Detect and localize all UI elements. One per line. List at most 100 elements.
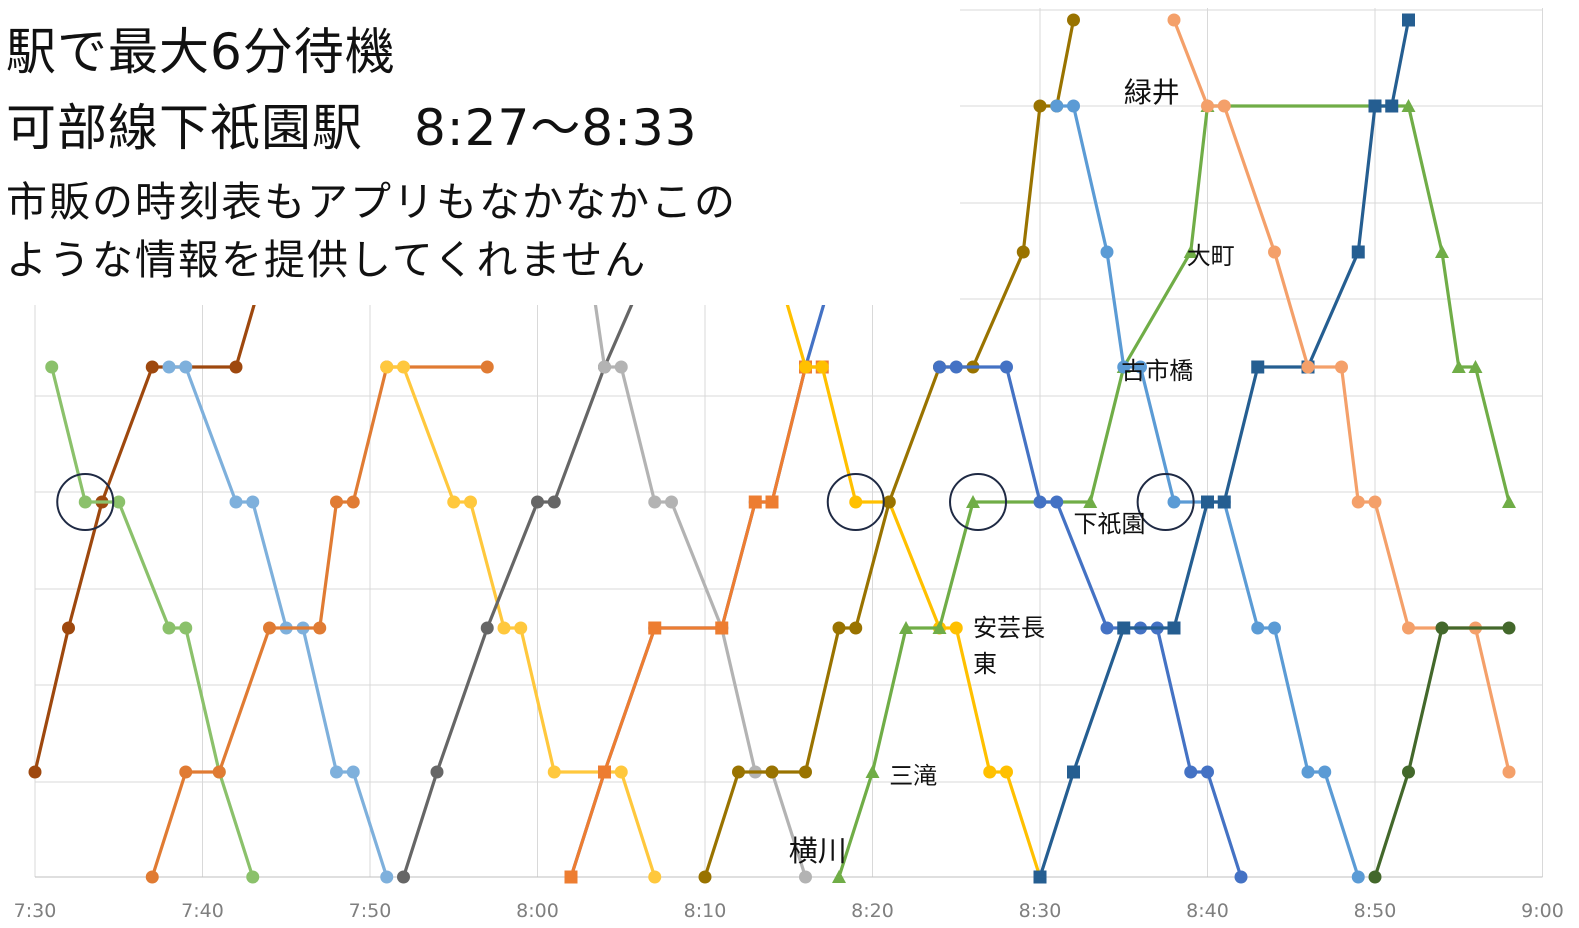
x-tick-label: 8:00 (516, 900, 559, 922)
data-point (849, 495, 863, 509)
x-tick-label: 8:20 (851, 900, 894, 922)
data-point (112, 495, 126, 509)
data-point (933, 360, 946, 374)
data-point (1134, 360, 1147, 374)
data-point (78, 495, 92, 509)
x-tick-label: 7:50 (349, 900, 392, 922)
data-point (1201, 495, 1214, 509)
series-16 (1167, 13, 1516, 779)
data-point (1067, 99, 1080, 113)
data-point (1117, 621, 1131, 635)
data-point (229, 495, 243, 509)
wait-highlight-layer (56, 473, 1195, 531)
data-point (547, 495, 561, 509)
data-point (547, 765, 561, 779)
data-point (1351, 870, 1365, 884)
series-line (401, 251, 657, 878)
data-point (1368, 495, 1382, 509)
data-point (1402, 621, 1415, 635)
x-tick-labels: 7:30 7:40 7:50 8:00 8:10 8:20 8:30 8:40 8:50 9:00 (14, 900, 1564, 922)
data-point (1184, 765, 1198, 779)
data-point (497, 621, 511, 635)
data-point (330, 765, 343, 779)
station-label: 三滝 (889, 762, 937, 790)
chart-title-line-3: 市販の時刻表もアプリもなかなかこの (6, 178, 737, 226)
data-point (145, 870, 159, 884)
data-point (1502, 495, 1516, 508)
data-point (1368, 99, 1382, 113)
wait-highlight-circle (826, 473, 885, 531)
data-point (1167, 621, 1181, 635)
data-point (1402, 765, 1415, 779)
data-point (162, 360, 176, 374)
series-1 (28, 245, 276, 779)
data-point (397, 870, 410, 884)
data-point (162, 621, 176, 635)
x-tick-label: 8:10 (684, 900, 727, 922)
data-point (145, 360, 159, 374)
series-4 (145, 360, 494, 884)
series-17 (1368, 621, 1516, 884)
station-label-line-2: 東 (973, 650, 997, 678)
data-point (1201, 99, 1214, 113)
data-point (1033, 99, 1047, 113)
data-point (899, 621, 913, 634)
series-line (1373, 626, 1509, 878)
station-label: 大町 (1187, 242, 1235, 270)
data-point (614, 765, 628, 779)
data-point (648, 621, 662, 635)
data-point (799, 765, 812, 779)
data-point (1100, 245, 1114, 259)
series-10 (765, 245, 1047, 884)
data-point (1167, 495, 1181, 509)
data-point (1201, 765, 1214, 779)
x-tick-label: 9:00 (1521, 900, 1564, 922)
series-6 (397, 245, 662, 884)
data-point (815, 360, 829, 374)
data-point (45, 360, 59, 374)
data-point (1351, 495, 1365, 509)
data-point (598, 765, 611, 779)
series-3 (162, 360, 394, 884)
data-point (28, 765, 42, 779)
data-point (179, 621, 193, 635)
series-line (770, 251, 1042, 878)
station-label: 古市橋 (1121, 357, 1193, 385)
data-point (246, 495, 260, 509)
data-point (1050, 99, 1064, 113)
series-5 (380, 360, 662, 884)
data-point (748, 495, 762, 509)
data-point (480, 360, 494, 374)
data-point (179, 765, 193, 779)
data-point (949, 360, 963, 374)
data-point (1251, 360, 1265, 374)
x-tick-label: 7:40 (181, 900, 224, 922)
data-point (765, 495, 779, 509)
data-point (1335, 360, 1348, 374)
data-point (1217, 99, 1231, 113)
data-point (480, 621, 494, 635)
series-line (50, 366, 255, 878)
data-point (1435, 245, 1449, 258)
data-point (765, 765, 779, 779)
data-point (1183, 245, 1198, 258)
data-point (799, 360, 812, 374)
data-point (430, 765, 444, 779)
data-point (1401, 99, 1416, 112)
data-point (263, 621, 276, 635)
series-2 (45, 360, 260, 884)
title-box: 駅で最大6分待機 可部線下祇園駅 8:27～8:33 市販の時刻表もアプリもなか… (0, 0, 960, 305)
data-point (1301, 765, 1315, 779)
data-point (882, 495, 896, 509)
data-point (1435, 621, 1449, 635)
data-point (1502, 765, 1516, 779)
data-point (1167, 13, 1181, 27)
data-point (346, 495, 360, 509)
station-label: 下祇園 (1074, 510, 1146, 538)
x-tick-label: 8:40 (1186, 900, 1229, 922)
data-point (1385, 99, 1399, 113)
data-point (346, 765, 360, 779)
chart-title-line-4: ような情報を提供してくれません (6, 236, 648, 284)
data-point (832, 870, 846, 883)
